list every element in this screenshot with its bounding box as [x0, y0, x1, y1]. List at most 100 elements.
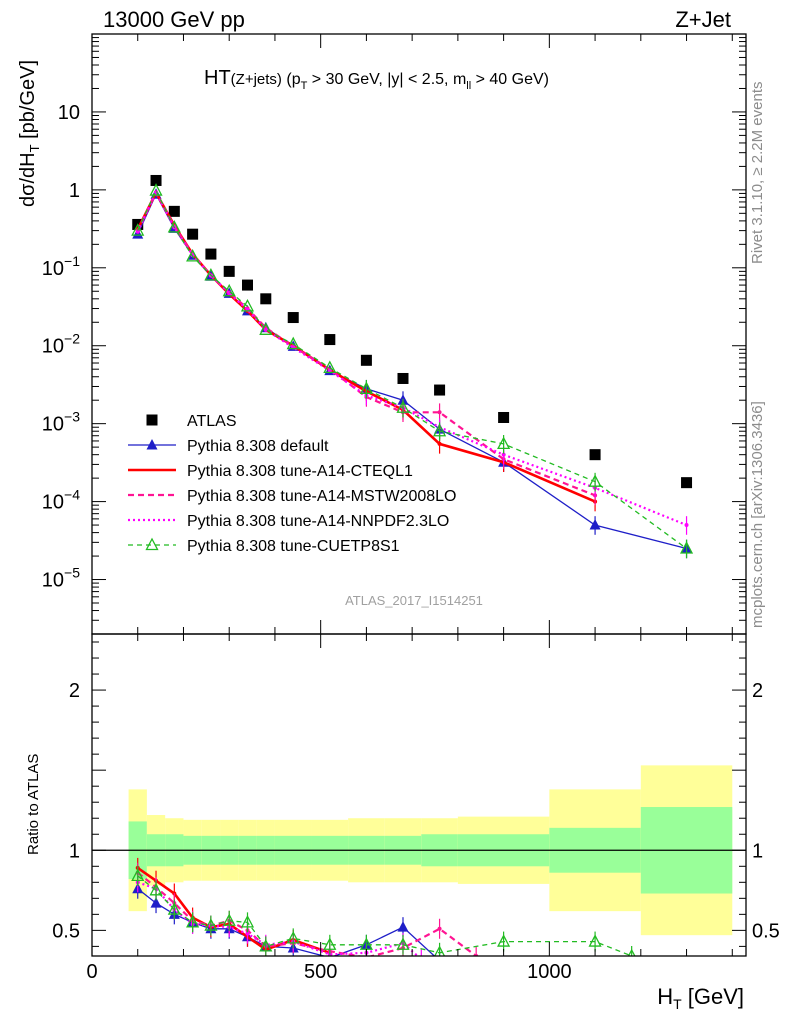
- main-ytick-base: 10: [42, 414, 64, 436]
- ratio-point-default-11: [397, 921, 409, 932]
- analysis-id: ATLAS_2017_I1514251: [345, 593, 483, 608]
- main-point-cuetp8s1-8: [286, 336, 300, 350]
- main-ytick-base: 10: [58, 102, 80, 124]
- main-point-cuetp8s1-9: [323, 360, 337, 374]
- legend-marker-cuetp8s1: [145, 537, 159, 551]
- main-ytick-base: 1: [69, 180, 80, 202]
- main-point-cuetp8s1-1: [149, 183, 163, 196]
- main-ytick-label: 10−3: [42, 409, 80, 436]
- ratio-point-cuetp8s1-0: [131, 868, 145, 882]
- ratio-point-cuetp8s1-14: [588, 934, 602, 947]
- legend-label-cteql1: Pythia 8.308 tune-A14-CTEQL1: [187, 463, 413, 480]
- x-tick-label: 500: [304, 961, 337, 983]
- ratio-point-cuetp8s1-15: [627, 948, 636, 956]
- main-ytick-base: 10: [42, 570, 64, 592]
- main-point-cuetp8s1-7: [259, 322, 273, 335]
- main-point-default-14: [589, 519, 601, 530]
- main-ytick-label: 10−1: [42, 253, 80, 280]
- legend-label-data: ATLAS: [187, 413, 237, 430]
- main-point-nnpdf-9: [327, 368, 332, 373]
- main-ytick-base: 10: [42, 336, 64, 358]
- ratio-line-cteql1: [136, 866, 331, 955]
- main-series-group: [131, 174, 694, 559]
- ratio-point-cuetp8s1-11: [396, 937, 410, 950]
- main-line-mstw: [136, 189, 596, 497]
- ratio-uncertainty-bands: [92, 765, 746, 936]
- ratio-point-cuetp8s1-1: [149, 882, 163, 896]
- main-ytick-label: 10: [58, 102, 80, 124]
- main-line-nnpdf: [136, 190, 687, 527]
- main-point-cuetp8s1-12: [433, 423, 447, 437]
- ratio-point-nnpdf-6: [245, 931, 250, 936]
- main-ytick-base: 10: [42, 492, 64, 514]
- main-point-data-13: [498, 411, 510, 423]
- main-point-cteql1-12: [437, 441, 442, 446]
- main-point-data-3: [187, 228, 199, 240]
- main-point-data-10: [360, 354, 372, 366]
- main-point-data-6: [241, 279, 253, 291]
- legend-marker-default: [146, 439, 158, 450]
- ratio-y-axis-label: Ratio to ATLAS: [25, 754, 42, 855]
- legend-marker-data: [146, 414, 158, 426]
- main-ytick-label: 10−4: [42, 487, 80, 514]
- ratio-point-cuetp8s1-6: [240, 914, 255, 928]
- main-point-nnpdf-15: [684, 523, 689, 528]
- ratio-point-cuetp8s1-5: [222, 913, 236, 926]
- main-point-data-2: [168, 205, 180, 217]
- main-point-data-11: [397, 372, 409, 384]
- main-point-cuetp8s1-3: [186, 249, 200, 262]
- process-label: Z+Jet: [675, 7, 731, 32]
- ratio-ytick-label-right: 0.5: [752, 920, 780, 942]
- ratio-point-cuetp8s1-8: [286, 930, 300, 944]
- main-point-data-12: [434, 384, 446, 396]
- ratio-point-cuetp8s1-13: [497, 934, 511, 947]
- main-point-cuetp8s1-5: [222, 283, 236, 297]
- main-ytick-label: 10−5: [42, 565, 80, 592]
- ratio-point-cuetp8s1-2: [167, 902, 181, 915]
- ratio-ytick-label-left: 1: [69, 840, 80, 862]
- x-axis-label: HT [GeV]: [657, 984, 744, 1012]
- main-point-cuetp8s1-6: [240, 298, 255, 312]
- ratio-ytick-label-left: 2: [69, 680, 80, 702]
- main-point-data-5: [223, 265, 235, 277]
- main-ytick-exp: −1: [64, 253, 80, 269]
- main-ytick-label: 10−2: [42, 331, 80, 358]
- main-point-data-8: [287, 312, 299, 324]
- legend-label-cuetp8s1: Pythia 8.308 tune-CUETP8S1: [187, 538, 400, 555]
- rivet-label: Rivet 3.1.10, ≥ 2.2M events: [749, 82, 766, 265]
- ratio-point-nnpdf-12: [419, 957, 423, 961]
- ratio-frame: [91, 633, 747, 957]
- main-point-cuetp8s1-10: [359, 381, 373, 394]
- plot-title: HT(Z+jets) (pT > 30 GeV, |y| < 2.5, mll …: [204, 67, 549, 92]
- main-ytick-exp: −5: [64, 565, 80, 581]
- main-ytick-exp: −3: [64, 409, 80, 425]
- main-point-cuetp8s1-13: [497, 436, 511, 450]
- main-point-cuetp8s1-4: [204, 267, 218, 281]
- main-ytick-exp: −2: [64, 331, 80, 347]
- legend: ATLAS Pythia 8.308 default Pythia 8.308 tu…: [128, 413, 456, 555]
- main-point-cuetp8s1-14: [588, 474, 602, 487]
- main-ytick-exp: −4: [64, 487, 80, 503]
- main-point-nnpdf-13: [501, 452, 506, 457]
- main-y-axis-label: dσ/dHT [pb/GeV]: [17, 60, 42, 207]
- main-line-cteql1: [136, 189, 596, 503]
- legend-label-default: Pythia 8.308 default: [187, 438, 329, 455]
- main-point-cuetp8s1-0: [131, 223, 145, 236]
- main-point-cuetp8s1-11: [396, 400, 410, 413]
- main-ytick-label: 1: [69, 180, 80, 202]
- mcplots-label: mcplots.cern.ch [arXiv:1306.3436]: [749, 401, 766, 628]
- ratio-ytick-label-right: 1: [752, 840, 763, 862]
- main-point-mstw-12: [437, 410, 442, 415]
- ratio-ytick-label-right: 2: [752, 680, 763, 702]
- main-point-data-7: [260, 293, 272, 305]
- main-ytick-base: 10: [42, 258, 64, 280]
- ratio-point-cuetp8s1-9: [323, 937, 337, 950]
- x-tick-label: 0: [86, 961, 97, 983]
- x-tick-label: 1000: [527, 961, 572, 983]
- ratio-point-cuetp8s1-12: [434, 945, 446, 956]
- main-point-nnpdf-7: [263, 327, 268, 332]
- main-point-data-15: [681, 477, 693, 489]
- ratio-point-cuetp8s1-7: [259, 938, 273, 952]
